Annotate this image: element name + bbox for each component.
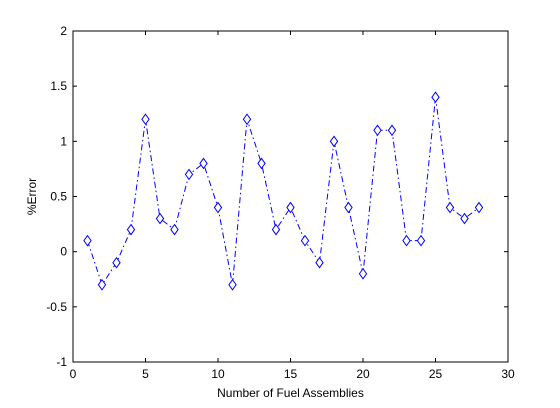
data-point-marker — [228, 278, 237, 291]
data-point-marker — [416, 234, 426, 247]
data-point-marker — [170, 223, 179, 236]
x-tick-label: 5 — [142, 367, 149, 381]
y-tick-label: -1 — [56, 355, 67, 369]
data-point-marker — [199, 157, 208, 170]
data-point-marker — [271, 223, 281, 236]
data-point-marker — [286, 201, 295, 214]
data-point-marker — [112, 256, 121, 269]
data-point-marker — [257, 157, 266, 170]
x-tick-label: 15 — [284, 367, 298, 381]
data-point-marker — [445, 201, 455, 214]
data-point-marker — [83, 234, 92, 247]
data-point-marker — [184, 168, 194, 181]
data-point-marker — [431, 91, 440, 104]
data-point-marker — [460, 212, 469, 225]
data-point-marker — [315, 256, 324, 269]
data-point-marker — [141, 113, 150, 126]
y-tick-label: -0.5 — [46, 300, 67, 314]
y-axis-label: %Error — [25, 178, 39, 215]
x-axis-label: Number of Fuel Assemblies — [217, 386, 364, 400]
series-layer — [83, 91, 484, 291]
y-tick-label: 2 — [60, 24, 67, 38]
y-tick-label: 0 — [60, 245, 67, 259]
x-tick-label: 30 — [501, 367, 515, 381]
data-point-marker — [329, 135, 339, 148]
data-point-marker — [126, 223, 136, 236]
data-point-marker — [300, 234, 310, 247]
data-point-marker — [344, 201, 353, 214]
plot-area — [72, 30, 509, 363]
x-axis-ticks: 0 5 10 15 20 25 30 — [70, 31, 515, 381]
data-point-marker — [242, 113, 252, 126]
x-tick-label: 25 — [429, 367, 443, 381]
data-point-marker — [358, 267, 368, 280]
series-line — [87, 97, 480, 286]
data-point-marker — [387, 124, 397, 137]
y-tick-label: 1.5 — [50, 79, 67, 93]
data-point-marker — [97, 278, 107, 291]
data-point-marker — [213, 201, 223, 214]
data-point-marker — [373, 124, 382, 137]
x-tick-label: 20 — [356, 367, 370, 381]
y-tick-label: 1 — [60, 134, 67, 148]
data-point-marker — [474, 201, 484, 214]
data-point-marker — [402, 234, 411, 247]
x-tick-label: 10 — [211, 367, 225, 381]
y-axis-ticks: -1 -0.5 0 0.5 1 1.5 2 — [46, 24, 508, 369]
x-tick-label: 0 — [70, 367, 77, 381]
data-point-marker — [155, 212, 165, 225]
y-tick-label: 0.5 — [50, 190, 67, 204]
